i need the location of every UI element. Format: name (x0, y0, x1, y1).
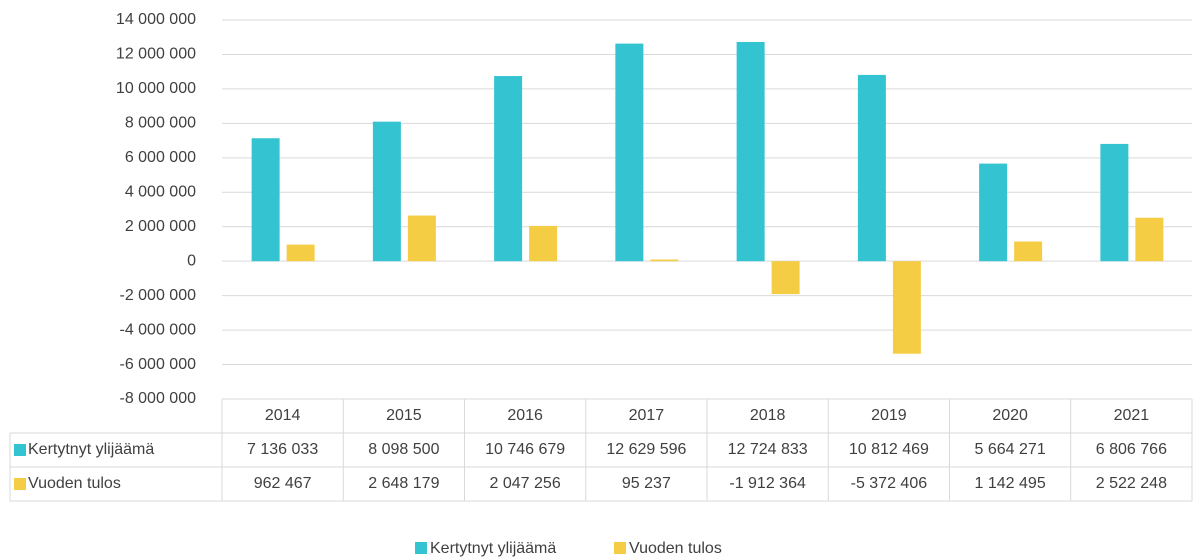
x-tick-label: 2014 (265, 407, 301, 424)
bar (892, 261, 921, 354)
y-tick-label: 14 000 000 (116, 11, 196, 28)
bar (979, 163, 1008, 262)
table-value: 8 098 500 (368, 441, 439, 458)
y-tick-label: 10 000 000 (116, 80, 196, 97)
legend-label: Kertytnyt ylijäämä (430, 540, 556, 557)
table-series-label: Kertytnyt ylijäämä (28, 441, 154, 458)
x-tick-label: 2016 (507, 407, 543, 424)
bar (1014, 241, 1043, 262)
bar (494, 76, 523, 262)
table-value: 10 746 679 (485, 441, 565, 458)
bar (650, 259, 679, 262)
bar (251, 138, 280, 262)
x-tick-label: 2020 (992, 407, 1028, 424)
table-value: 2 047 256 (490, 475, 561, 492)
bar (1100, 143, 1129, 262)
bar (771, 261, 800, 295)
legend-label: Vuoden tulos (629, 540, 722, 557)
y-tick-label: -6 000 000 (119, 356, 196, 373)
x-tick-label: 2019 (871, 407, 907, 424)
y-tick-label: 4 000 000 (125, 183, 196, 200)
bar (736, 41, 765, 262)
table-value: 6 806 766 (1096, 441, 1167, 458)
table-value: 2 522 248 (1096, 475, 1167, 492)
y-tick-label: 8 000 000 (125, 115, 196, 132)
table-value: 95 237 (622, 475, 671, 492)
legend-swatch (614, 542, 626, 554)
table-value: 1 142 495 (975, 475, 1046, 492)
table-value: -1 912 364 (729, 475, 806, 492)
bar (286, 244, 315, 262)
bar (857, 74, 886, 262)
table-legend-swatch (14, 478, 26, 490)
x-tick-label: 2017 (629, 407, 665, 424)
legend-swatch (415, 542, 427, 554)
table-value: 10 812 469 (849, 441, 929, 458)
bar (372, 121, 401, 262)
bar (1135, 217, 1164, 262)
x-tick-label: 2021 (1114, 407, 1150, 424)
x-tick-label: 2015 (386, 407, 422, 424)
table-legend-swatch (14, 444, 26, 456)
table-value: 7 136 033 (247, 441, 318, 458)
y-tick-label: 6 000 000 (125, 149, 196, 166)
table-value: 12 724 833 (728, 441, 808, 458)
y-tick-label: -4 000 000 (119, 321, 196, 338)
table-value: -5 372 406 (851, 475, 928, 492)
y-tick-label: -8 000 000 (119, 390, 196, 407)
table-value: 12 629 596 (606, 441, 686, 458)
table-value: 2 648 179 (368, 475, 439, 492)
table-value: 5 664 271 (975, 441, 1046, 458)
bar (407, 215, 436, 262)
table-series-label: Vuoden tulos (28, 475, 121, 492)
bar (529, 225, 558, 262)
x-tick-label: 2018 (750, 407, 786, 424)
y-tick-label: -2 000 000 (119, 287, 196, 304)
y-tick-label: 0 (187, 252, 196, 269)
y-tick-label: 12 000 000 (116, 46, 196, 63)
table-value: 962 467 (254, 475, 312, 492)
bar (615, 43, 644, 262)
y-tick-label: 2 000 000 (125, 218, 196, 235)
